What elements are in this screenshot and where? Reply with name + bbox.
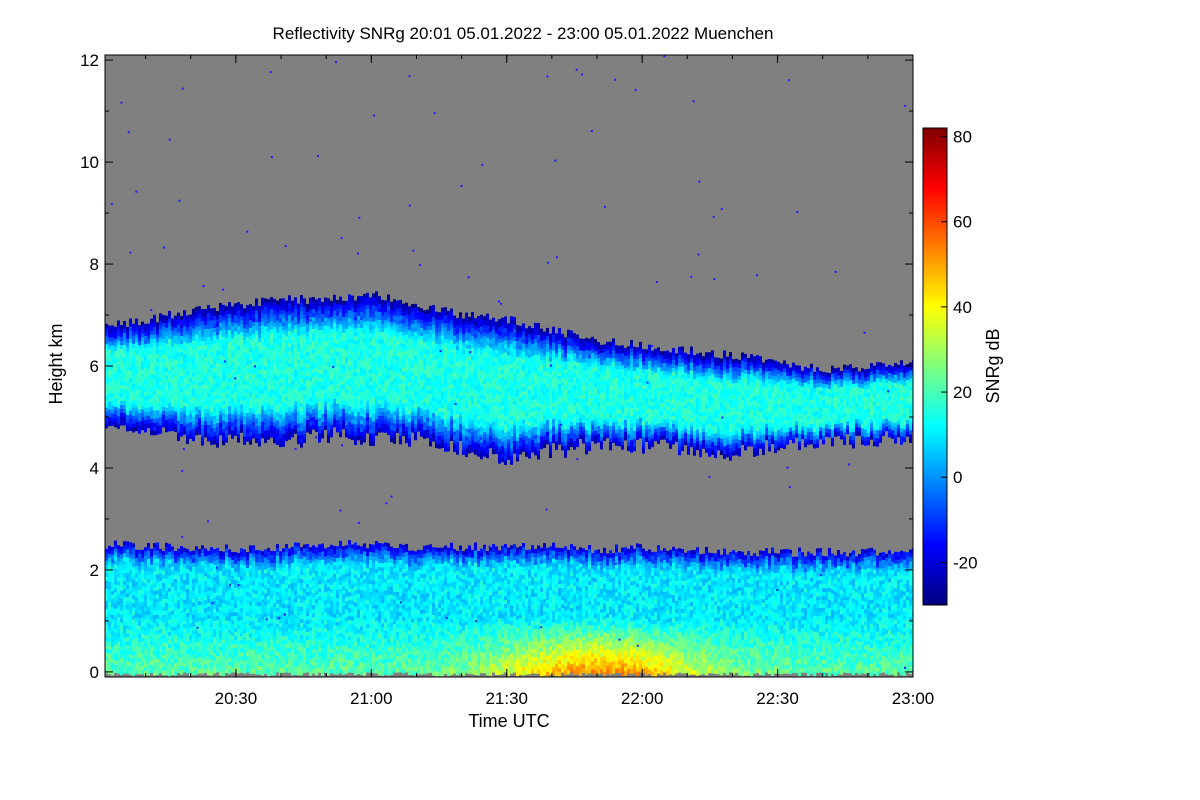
colorbar-tick-label: 20 [953, 383, 972, 402]
y-tick-label: 10 [80, 153, 99, 172]
y-tick-label: 8 [90, 255, 99, 274]
y-tick-label: 6 [90, 357, 99, 376]
y-tick-label: 0 [90, 663, 99, 682]
layer-upper [105, 291, 913, 465]
colorbar-tick-label: 80 [953, 128, 972, 147]
colorbar-label: SNRg dB [983, 328, 1003, 403]
y-tick-label: 2 [90, 561, 99, 580]
colorbar-tick-label: 0 [953, 468, 962, 487]
y-axis-label: Height km [46, 323, 66, 404]
x-tick-label: 23:00 [892, 689, 935, 708]
colorbar-ticks: -20 0 20 40 60 80 [941, 128, 978, 572]
chart-title: Reflectivity SNRg 20:01 05.01.2022 - 23:… [273, 24, 774, 43]
x-tick-label: 21:30 [485, 689, 528, 708]
x-tick-label: 20:30 [215, 689, 258, 708]
x-axis-label: Time UTC [468, 711, 549, 731]
layer-lower [105, 540, 913, 677]
x-tick-label: 22:00 [621, 689, 664, 708]
noise-speckle [110, 55, 907, 669]
plot-area [105, 55, 913, 677]
y-tick-label: 4 [90, 459, 99, 478]
colorbar: -20 0 20 40 60 80 SNRg dB [922, 127, 1003, 606]
y-axis: 0 2 4 6 8 10 12 [80, 51, 913, 682]
echo-layers [105, 291, 913, 677]
colorbar-scale [922, 127, 948, 606]
x-axis: 20:30 21:00 21:30 22:00 22:30 23:00 [145, 55, 935, 708]
colorbar-tick-label: -20 [953, 553, 978, 572]
colorbar-tick-label: 60 [953, 213, 972, 232]
y-tick-label: 12 [80, 51, 99, 70]
x-tick-label: 22:30 [756, 689, 799, 708]
x-tick-label: 21:00 [350, 689, 393, 708]
colorbar-tick-label: 40 [953, 298, 972, 317]
